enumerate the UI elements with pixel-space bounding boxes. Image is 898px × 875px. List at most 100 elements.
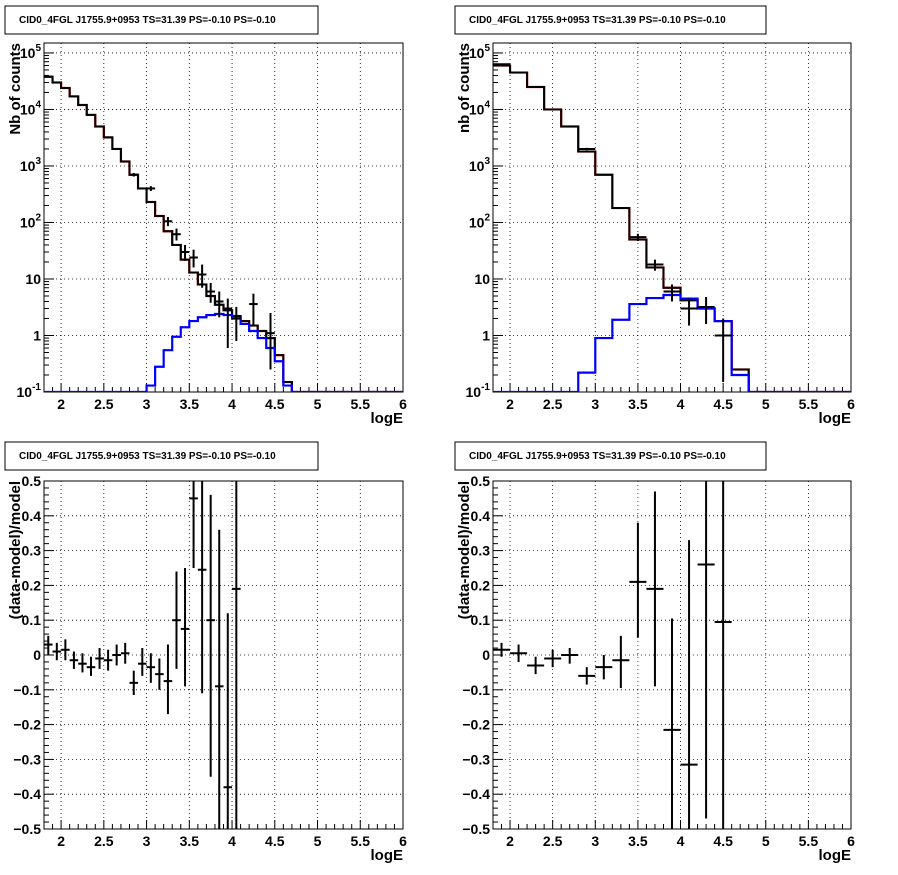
y-axis-label: (data-model)/model	[456, 481, 473, 619]
data-point	[223, 298, 233, 349]
y-tick-label: 0	[33, 647, 41, 663]
chart-panel-3: CID0_4FGL J1755.9+0953 TS=31.39 PS=-0.10…	[4, 441, 407, 864]
data-point	[646, 259, 664, 271]
x-axis-label: logE	[371, 847, 404, 864]
data-point	[44, 635, 53, 655]
data-point	[493, 642, 511, 657]
x-tick-label: 6	[847, 833, 855, 849]
y-tick-label: −0.5	[462, 821, 490, 837]
x-tick-label: 5.5	[799, 833, 819, 849]
x-tick-label: 6	[847, 396, 855, 412]
data-point	[223, 613, 233, 829]
x-tick-label: 3.5	[180, 833, 200, 849]
y-tick-label: 0.2	[22, 577, 42, 593]
y-tick-label: 0.5	[471, 473, 491, 489]
data-point	[646, 491, 664, 687]
y-tick-label: 104	[20, 99, 42, 117]
x-tick-label: 5.5	[351, 833, 371, 849]
data-point	[129, 670, 139, 696]
data-point	[103, 649, 113, 671]
x-tick-label: 5	[762, 396, 770, 412]
histogram-series-1	[493, 64, 851, 392]
data-point	[120, 642, 130, 664]
y-axis-label: Nb of counts	[7, 43, 24, 135]
histogram-series-3	[493, 293, 851, 392]
data-point	[61, 639, 70, 661]
data-point	[95, 648, 104, 669]
y-tick-label: −0.5	[13, 821, 41, 837]
chart-panel-1: CID0_4FGL J1755.9+0953 TS=31.39 PS=-0.10…	[4, 5, 407, 427]
data-point	[138, 648, 147, 676]
y-tick-label: 0.4	[471, 508, 491, 524]
y-axis-label: nb of counts	[456, 43, 473, 133]
data-point	[714, 318, 732, 383]
data-point	[146, 653, 156, 683]
x-tick-label: 2	[506, 833, 514, 849]
y-tick-label: 102	[469, 212, 491, 230]
data-point	[232, 481, 241, 829]
plot-frame	[43, 480, 404, 830]
data-layer	[493, 63, 851, 392]
x-axis-label: logE	[819, 847, 852, 864]
x-tick-label: 5	[762, 833, 770, 849]
x-tick-label: 4.5	[713, 396, 733, 412]
y-tick-label: 1	[33, 327, 41, 343]
plot-frame	[492, 42, 852, 393]
x-tick-label: 2.5	[94, 396, 114, 412]
data-point	[214, 529, 224, 829]
data-point	[52, 642, 62, 661]
chart-panel-4: CID0_4FGL J1755.9+0953 TS=31.39 PS=-0.10…	[454, 441, 855, 864]
x-tick-label: 4.5	[265, 396, 285, 412]
chart-panel-2: CID0_4FGL J1755.9+0953 TS=31.39 PS=-0.10…	[454, 5, 855, 427]
data-point	[197, 481, 207, 694]
x-tick-label: 3.5	[628, 396, 648, 412]
x-tick-label: 2	[57, 396, 65, 412]
data-point	[180, 244, 190, 261]
x-tick-label: 4.5	[265, 833, 285, 849]
y-tick-label: 0.4	[22, 508, 42, 524]
data-point	[112, 644, 121, 666]
x-tick-label: 5	[314, 833, 322, 849]
data-point	[629, 233, 647, 242]
x-tick-label: 3	[143, 833, 151, 849]
y-tick-label: 0	[482, 647, 490, 663]
data-point	[510, 644, 528, 662]
data-layer	[44, 481, 241, 829]
data-point	[189, 249, 198, 268]
data-layer	[44, 75, 403, 392]
data-point	[189, 481, 198, 568]
x-tick-label: 6	[399, 833, 407, 849]
chart-title: CID0_4FGL J1755.9+0953 TS=31.39 PS=-0.10…	[469, 15, 726, 26]
x-tick-label: 2.5	[543, 833, 563, 849]
y-tick-label: −0.3	[13, 751, 41, 767]
x-tick-label: 6	[399, 396, 407, 412]
y-tick-label: 1	[482, 327, 490, 343]
y-tick-label: 105	[469, 43, 491, 61]
x-tick-label: 4.5	[713, 833, 733, 849]
chart-title: CID0_4FGL J1755.9+0953 TS=31.39 PS=-0.10…	[469, 451, 726, 462]
y-tick-label: 10	[474, 271, 490, 287]
x-tick-label: 2.5	[543, 396, 563, 412]
histogram-series-2	[44, 75, 403, 392]
x-tick-label: 3.5	[628, 833, 648, 849]
data-point	[172, 571, 181, 669]
y-tick-label: 0.1	[22, 612, 42, 628]
x-tick-label: 2.5	[94, 833, 114, 849]
data-point	[266, 313, 275, 370]
y-tick-label: 0.5	[22, 473, 42, 489]
y-tick-label: 10-1	[466, 382, 491, 400]
data-point	[629, 522, 647, 638]
data-point	[155, 658, 164, 690]
x-tick-label: 4	[228, 396, 236, 412]
y-tick-label: 0.1	[471, 612, 491, 628]
x-tick-label: 3	[591, 833, 599, 849]
data-point	[69, 651, 79, 669]
title-box	[454, 441, 767, 471]
data-point	[78, 653, 87, 673]
data-layer	[493, 481, 732, 829]
histogram-series-3	[44, 312, 403, 392]
y-tick-label: 103	[469, 156, 491, 174]
data-point	[44, 75, 53, 78]
y-tick-label: 105	[20, 43, 42, 61]
